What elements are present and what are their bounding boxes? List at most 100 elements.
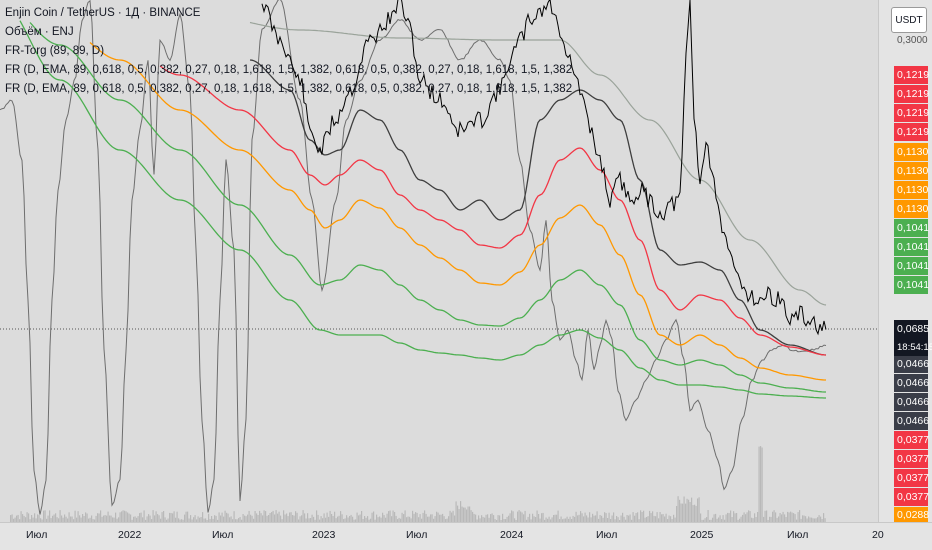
volume-bar <box>310 518 312 522</box>
volume-bar <box>362 519 364 522</box>
volume-bar <box>112 517 114 522</box>
volume-bar <box>196 519 198 522</box>
legend-volume[interactable]: Объём · ENJ <box>5 26 74 38</box>
volume-bar <box>40 518 42 522</box>
volume-bar <box>580 511 582 522</box>
volume-bar <box>472 511 474 522</box>
volume-bar <box>388 511 390 522</box>
volume-bar <box>647 516 649 522</box>
time-axis[interactable] <box>0 522 932 550</box>
volume-bar <box>121 511 123 522</box>
volume-bar <box>281 519 283 522</box>
volume-bar <box>95 515 97 522</box>
volume-bar <box>292 515 294 522</box>
volume-bar <box>796 519 798 522</box>
volume-bar <box>83 516 85 522</box>
volume-bar <box>161 512 163 522</box>
volume-bar <box>581 513 583 522</box>
volume-bar <box>743 512 745 522</box>
volume-bar <box>676 506 678 522</box>
volume-bar <box>176 511 178 522</box>
volume-bar <box>371 512 373 522</box>
volume-bar <box>443 516 445 522</box>
volume-bar <box>50 518 52 522</box>
time-label: Июл <box>406 529 428 541</box>
volume-bar <box>293 515 295 522</box>
volume-bar <box>488 517 490 522</box>
volume-bar <box>262 515 264 522</box>
volume-bar <box>172 513 174 522</box>
volume-bar <box>233 511 235 522</box>
volume-bar <box>814 518 816 522</box>
volume-bar <box>616 516 618 522</box>
volume-bar <box>257 515 259 522</box>
volume-bar <box>86 513 88 522</box>
price-badge-red: 0,1219 <box>894 123 929 141</box>
volume-bar <box>85 512 87 522</box>
time-label: Июл <box>787 529 809 541</box>
volume-bar <box>421 518 423 522</box>
volume-bar <box>59 510 61 522</box>
volume-bar <box>473 513 475 522</box>
volume-bar <box>284 514 286 522</box>
volume-bar <box>538 514 540 522</box>
volume-bar <box>668 515 670 522</box>
volume-bar <box>494 519 496 522</box>
volume-bar <box>718 517 720 522</box>
price-plot[interactable] <box>0 0 878 522</box>
volume-bar <box>398 517 400 522</box>
volume-bar <box>394 512 396 522</box>
volume-bar <box>187 511 189 522</box>
volume-bar <box>482 516 484 522</box>
volume-bar <box>20 511 22 522</box>
volume-bar <box>502 513 504 522</box>
legend-fr-1[interactable]: FR (D, EMA, 89, 0,618, 0,5, 0,382, 0,27,… <box>5 64 573 76</box>
volume-bar <box>337 516 339 522</box>
volume-bar <box>124 510 126 522</box>
volume-bar <box>655 516 657 522</box>
legend-fr-2[interactable]: FR (D, EMA, 89, 0,618, 0,5, 0,382, 0,27,… <box>5 83 573 95</box>
volume-bar <box>212 518 214 522</box>
volume-bar <box>493 515 495 522</box>
price-badge-dark: 0,0466 <box>894 412 929 430</box>
volume-bar <box>449 510 451 522</box>
volume-bar <box>425 513 427 522</box>
volume-bar <box>727 512 729 522</box>
volume-bar <box>68 512 70 522</box>
volume-bar <box>451 512 453 522</box>
volume-bar <box>107 511 109 522</box>
volume-bar <box>805 516 807 522</box>
volume-bar <box>572 515 574 522</box>
volume-bar <box>251 515 253 522</box>
volume-bar <box>185 511 187 522</box>
volume-bar <box>106 515 108 522</box>
volume-bar <box>155 511 157 522</box>
volume-bar <box>377 517 379 522</box>
volume-bar <box>116 518 118 522</box>
volume-bar <box>724 519 726 522</box>
volume-bar <box>229 517 231 522</box>
volume-bar <box>175 517 177 522</box>
volume-bar <box>239 517 241 522</box>
volume-bar <box>250 514 252 522</box>
price-badge-red: 0,0377 <box>894 469 929 487</box>
volume-bar <box>271 512 273 522</box>
volume-bar <box>622 512 624 522</box>
volume-bar <box>637 512 639 522</box>
volume-bar <box>721 519 723 522</box>
volume-bar <box>625 519 627 522</box>
volume-bar <box>503 519 505 522</box>
legend-fr-torg[interactable]: FR-Torg (89, 89, D) <box>5 45 105 57</box>
volume-bar <box>412 510 414 522</box>
volume-bar <box>506 516 508 522</box>
legend-title[interactable]: Enjin Coin / TetherUS · 1Д · BINANCE <box>5 7 201 19</box>
volume-bar <box>790 511 792 522</box>
volume-bar <box>613 512 615 522</box>
volume-bar <box>733 511 735 522</box>
price-badge-green: 0,1041 <box>894 238 929 256</box>
volume-bar <box>778 516 780 522</box>
volume-bar <box>209 519 211 522</box>
volume-bar <box>49 510 51 522</box>
currency-unit-button[interactable]: USDT <box>891 7 927 33</box>
volume-bar <box>134 516 136 522</box>
